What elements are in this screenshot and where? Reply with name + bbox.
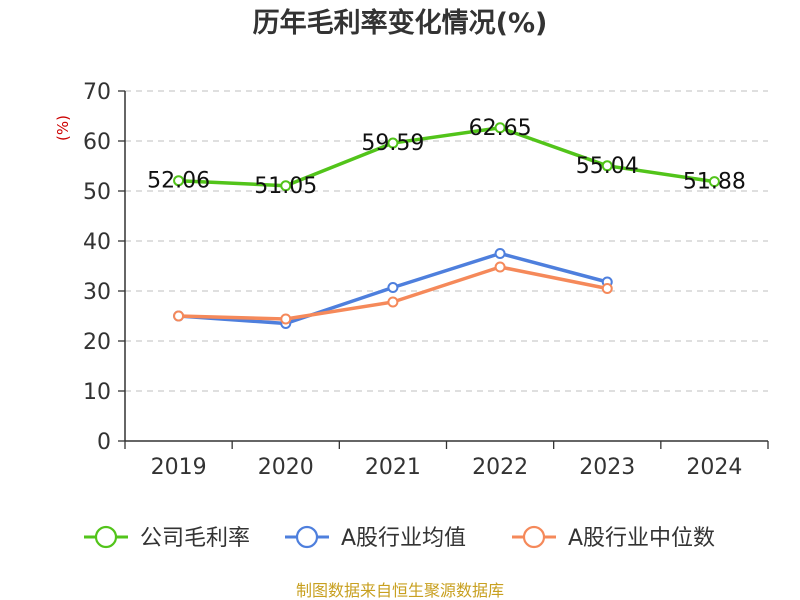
data-point (494, 261, 506, 273)
legend-label: A股行业中位数 (568, 526, 715, 551)
data-label: 51.88 (683, 170, 746, 195)
data-point (494, 248, 506, 259)
legend-marker-icon (94, 525, 118, 549)
legend: 公司毛利率 A股行业均值 A股行业中位数 (84, 525, 715, 551)
y-axis-unit-label: (%) (54, 115, 72, 141)
y-tick-label: 70 (83, 80, 111, 105)
legend-label: A股行业均值 (341, 526, 466, 551)
x-tick-label: 2020 (258, 455, 314, 480)
series-line (178, 126, 715, 188)
data-point (494, 122, 506, 134)
x-tick-labels: 2019 2020 2021 2022 2023 2024 (151, 455, 743, 480)
y-tick-label: 0 (97, 430, 111, 455)
legend-marker-icon (522, 525, 546, 549)
grid-lines (125, 90, 768, 392)
data-point (387, 137, 399, 149)
y-tick-label: 20 (83, 330, 111, 355)
data-point (173, 310, 185, 322)
data-point (601, 283, 613, 294)
series-lines (173, 122, 720, 329)
data-label: 52.06 (147, 169, 210, 194)
data-point (387, 296, 399, 308)
y-tick-label: 10 (83, 380, 111, 405)
data-point (601, 160, 613, 172)
y-tick-labels: 0 10 20 30 40 50 60 70 (83, 80, 111, 455)
x-tick-label: 2024 (686, 455, 742, 480)
y-tick-label: 30 (83, 280, 111, 305)
y-tick-label: 40 (83, 230, 111, 255)
data-point (708, 176, 720, 188)
data-label: 51.05 (254, 174, 317, 199)
chart-title: 历年毛利率变化情况(%) (253, 7, 548, 39)
x-tick-label: 2019 (151, 455, 207, 480)
axes (118, 90, 769, 449)
x-tick-label: 2021 (365, 455, 421, 480)
source-note: 制图数据来自恒生聚源数据库 (296, 581, 504, 600)
x-tick-label: 2023 (579, 455, 635, 480)
data-label: 59.59 (361, 131, 424, 156)
data-point (280, 313, 292, 325)
x-tick-label: 2022 (472, 455, 528, 480)
data-point (280, 180, 292, 192)
data-point (173, 175, 185, 187)
data-point (387, 282, 399, 293)
data-label: 55.04 (576, 154, 639, 179)
data-label: 62.65 (469, 116, 532, 141)
y-tick-label: 50 (83, 180, 111, 205)
y-tick-label: 60 (83, 130, 111, 155)
legend-label: 公司毛利率 (140, 526, 250, 551)
legend-marker-icon (295, 525, 319, 549)
data-labels: 52.06 51.05 59.59 62.65 55.04 51.88 (147, 116, 746, 199)
